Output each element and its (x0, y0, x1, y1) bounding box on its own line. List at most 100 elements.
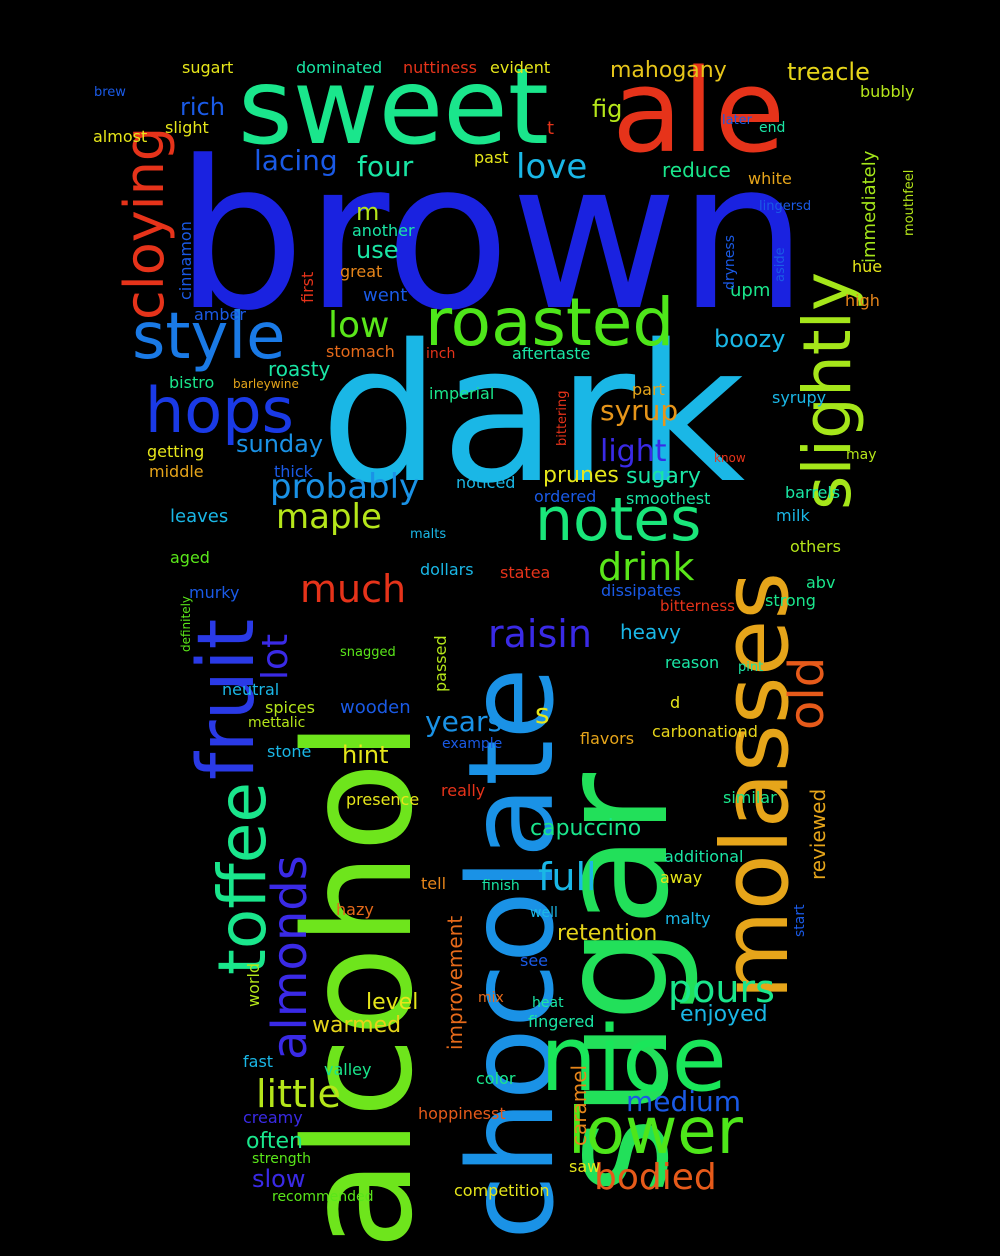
cloud-word: love (516, 147, 588, 187)
cloud-word: bistro (169, 373, 215, 392)
cloud-word: creamy (243, 1108, 303, 1127)
cloud-word: little (256, 1072, 341, 1116)
cloud-word: snagged (340, 645, 396, 660)
cloud-word: really (441, 781, 486, 800)
cloud-word: level (366, 990, 419, 1015)
cloud-word: old (779, 656, 835, 730)
cloud-word: fig (592, 95, 623, 123)
cloud-word: raisin (488, 612, 592, 656)
cloud-word: passed (431, 635, 450, 692)
cloud-word: others (790, 537, 841, 556)
cloud-word: syrupy (772, 388, 827, 407)
cloud-word: strength (252, 1151, 311, 1167)
cloud-word: slow (252, 1165, 306, 1193)
cloud-word: d (670, 693, 681, 712)
cloud-word: prunes (543, 463, 619, 488)
cloud-word: see (520, 951, 549, 970)
cloud-word: finish (482, 878, 520, 894)
cloud-word: mix (478, 990, 504, 1006)
cloud-word: treacle (787, 58, 870, 86)
cloud-word: full (538, 855, 597, 899)
cloud-word: milk (776, 506, 810, 525)
cloud-word: almost (93, 127, 148, 146)
cloud-word: example (442, 736, 503, 752)
cloud-word: brew (94, 85, 126, 100)
cloud-word: molasses (702, 571, 809, 1000)
cloud-word: murky (189, 583, 240, 602)
cloud-word: light (600, 434, 667, 469)
cloud-word: barrels (785, 483, 841, 502)
cloud-word: amber (194, 305, 246, 324)
cloud-word: inch (426, 346, 456, 362)
cloud-word: hint (342, 741, 389, 769)
cloud-word: color (476, 1069, 516, 1088)
cloud-word: smoothest (626, 489, 711, 508)
cloud-word: noticed (456, 473, 516, 492)
cloud-word: sweet (238, 46, 549, 168)
cloud-word: neutral (222, 680, 280, 699)
cloud-word: m (356, 198, 380, 226)
cloud-word: brown (175, 118, 808, 356)
cloud-word: bubbly (860, 82, 915, 101)
cloud-word: additional (664, 847, 744, 866)
cloud-word: bittering (555, 390, 570, 446)
cloud-word: competition (454, 1181, 550, 1200)
cloud-word: upm (730, 280, 771, 301)
cloud-word: pours (668, 967, 775, 1011)
cloud-word: thick (274, 462, 313, 481)
cloud-word: stomach (326, 342, 395, 361)
cloud-word: high (845, 291, 880, 310)
cloud-word: white (748, 169, 792, 188)
cloud-word: dollars (420, 560, 474, 579)
cloud-word: s (535, 697, 550, 730)
cloud-word: roasted (425, 284, 675, 361)
cloud-word: slight (165, 118, 209, 137)
cloud-word: hazy (336, 900, 374, 919)
cloud-word: aside (773, 247, 788, 282)
cloud-word: another (352, 221, 415, 240)
cloud-word: lingersd (759, 199, 812, 214)
cloud-word: mouthfeel (902, 169, 917, 236)
cloud-word: wooden (340, 697, 411, 718)
cloud-word: world (244, 962, 263, 1007)
cloud-word: nuttiness (403, 58, 477, 77)
cloud-word: immediately (859, 150, 880, 263)
cloud-word: recommended (272, 1189, 374, 1205)
cloud-word: use (356, 236, 399, 264)
cloud-word: mahogany (610, 58, 727, 83)
cloud-word: stone (267, 742, 312, 761)
cloud-word: ordered (534, 487, 597, 506)
cloud-word: roasty (268, 357, 331, 381)
cloud-word: fingered (528, 1012, 595, 1031)
cloud-word: went (363, 285, 408, 306)
cloud-word: fast (243, 1052, 274, 1071)
cloud-word: medium (626, 1085, 742, 1118)
cloud-word: capuccino (530, 816, 642, 841)
cloud-word: bodied (594, 1157, 717, 1198)
cloud-word: enjoyed (680, 1002, 768, 1027)
cloud-word: low (328, 305, 390, 346)
cloud-word: reviewed (806, 788, 830, 880)
cloud-word: improvement (443, 915, 467, 1050)
cloud-word: ale (612, 45, 786, 179)
cloud-word: chocolate (442, 667, 580, 1240)
cloud-word: malts (410, 527, 447, 542)
cloud-word: evident (490, 58, 551, 77)
cloud-word: notes (535, 485, 702, 555)
cloud-word: lacing (254, 144, 338, 177)
cloud-word: aftertaste (512, 344, 591, 363)
cloud-word: past (474, 148, 509, 167)
cloud-word: hoppinesst (418, 1104, 506, 1123)
cloud-word: heavy (620, 620, 681, 644)
cloud-word: abv (806, 573, 836, 592)
cloud-word: style (132, 300, 286, 374)
cloud-word: bitterness (660, 597, 735, 615)
cloud-word: almonds (262, 855, 318, 1060)
cloud-word: hops (145, 374, 294, 447)
cloud-word: probably (270, 467, 420, 507)
cloud-word: reduce (662, 158, 731, 182)
cloud-word: heat (532, 995, 564, 1011)
cloud-word: sunday (236, 430, 324, 458)
cloud-word: boozy (714, 325, 786, 353)
